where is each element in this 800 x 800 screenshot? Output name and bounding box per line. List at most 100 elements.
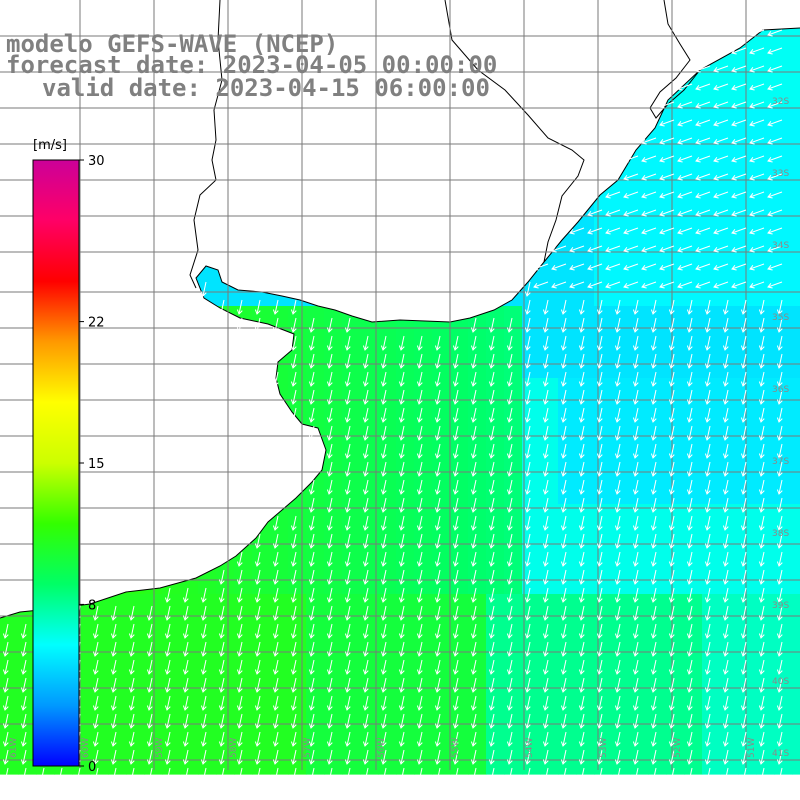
wind-arrow-head bbox=[506, 723, 513, 729]
colorbar-tick-label: 22 bbox=[88, 316, 105, 331]
wind-arrow-head bbox=[182, 705, 189, 711]
wind-arrow bbox=[472, 551, 477, 567]
field-cell bbox=[630, 342, 649, 361]
field-cell bbox=[450, 540, 469, 559]
wind-arrow bbox=[670, 299, 675, 315]
wind-arrow-head bbox=[560, 759, 567, 765]
field-cell bbox=[738, 324, 757, 343]
wind-arrow-head bbox=[506, 741, 513, 747]
wind-arrow bbox=[274, 533, 279, 549]
field-cell bbox=[594, 576, 613, 595]
wind-arrow-head bbox=[92, 723, 99, 729]
field-cell bbox=[612, 684, 631, 703]
field-cell bbox=[774, 414, 793, 433]
wind-arrow bbox=[724, 533, 729, 549]
wind-arrow-head bbox=[470, 363, 477, 369]
wind-arrow bbox=[400, 641, 405, 657]
field-cell bbox=[576, 378, 595, 397]
wind-arrow bbox=[526, 479, 531, 495]
field-cell bbox=[702, 540, 721, 559]
wind-arrow-head bbox=[272, 309, 279, 315]
wind-arrow bbox=[641, 263, 657, 270]
wind-arrow bbox=[472, 605, 477, 621]
wind-arrow-head bbox=[524, 507, 531, 513]
wind-arrow-head bbox=[524, 669, 531, 675]
field-cell bbox=[162, 666, 181, 685]
wind-arrow-head bbox=[182, 723, 189, 729]
field-cell bbox=[630, 738, 649, 757]
wind-arrow bbox=[670, 731, 675, 747]
wind-arrow bbox=[346, 659, 351, 675]
wind-arrow-head bbox=[740, 741, 747, 747]
field-cell bbox=[378, 324, 397, 343]
wind-arrow-head bbox=[560, 651, 567, 657]
wind-arrow bbox=[695, 263, 711, 270]
wind-arrow-head bbox=[713, 210, 719, 217]
wind-arrow-head bbox=[308, 615, 315, 621]
wind-arrow bbox=[598, 299, 603, 315]
field-cell bbox=[738, 396, 757, 415]
field-cell bbox=[684, 360, 703, 379]
field-cell bbox=[756, 648, 775, 667]
wind-arrow-head bbox=[713, 120, 719, 127]
wind-arrow-head bbox=[128, 777, 135, 783]
wind-arrow-head bbox=[272, 633, 279, 639]
wind-arrow bbox=[418, 587, 423, 603]
field-cell bbox=[486, 414, 505, 433]
field-cell bbox=[252, 702, 271, 721]
wind-arrow bbox=[688, 407, 693, 423]
wind-arrow bbox=[292, 641, 297, 657]
wind-arrow-head bbox=[398, 561, 405, 567]
field-cell bbox=[612, 594, 631, 613]
wind-arrow-head bbox=[722, 759, 729, 765]
wind-arrow bbox=[634, 407, 639, 423]
wind-arrow-head bbox=[452, 489, 459, 495]
wind-arrow-head bbox=[776, 507, 783, 513]
field-cell bbox=[594, 738, 613, 757]
wind-arrow bbox=[742, 623, 747, 639]
wind-arrow bbox=[472, 407, 477, 423]
field-cell bbox=[216, 756, 235, 775]
wind-arrow-head bbox=[326, 489, 333, 495]
field-cell bbox=[594, 684, 613, 703]
wind-arrow-head bbox=[668, 543, 675, 549]
wind-arrow-head bbox=[506, 327, 513, 333]
field-cell bbox=[792, 396, 800, 415]
wind-arrow-head bbox=[344, 399, 351, 405]
field-cell bbox=[540, 396, 559, 415]
wind-arrow bbox=[652, 713, 657, 729]
wind-arrow bbox=[328, 335, 333, 351]
field-cell bbox=[576, 396, 595, 415]
field-cell bbox=[756, 576, 775, 595]
wind-arrow-head bbox=[488, 669, 495, 675]
wind-arrow-head bbox=[146, 633, 153, 639]
wind-arrow bbox=[364, 641, 369, 657]
wind-arrow bbox=[760, 569, 765, 585]
field-cell bbox=[558, 522, 577, 541]
wind-arrow bbox=[778, 407, 783, 423]
wind-arrow-head bbox=[686, 525, 693, 531]
wind-arrow bbox=[400, 425, 405, 441]
wind-arrow bbox=[400, 695, 405, 711]
wind-arrow-head bbox=[668, 489, 675, 495]
field-cell bbox=[468, 342, 487, 361]
wind-arrow bbox=[508, 767, 513, 783]
wind-arrow-head bbox=[416, 345, 423, 351]
field-cell bbox=[324, 756, 343, 775]
wind-arrow-head bbox=[632, 561, 639, 567]
wind-arrow bbox=[364, 443, 369, 459]
wind-arrow bbox=[616, 551, 621, 567]
field-cell bbox=[684, 558, 703, 577]
wind-arrow-head bbox=[380, 615, 387, 621]
field-cell bbox=[666, 450, 685, 469]
wind-arrow bbox=[670, 443, 675, 459]
wind-arrow-head bbox=[722, 561, 729, 567]
wind-arrow bbox=[508, 443, 513, 459]
wind-arrow bbox=[436, 695, 441, 711]
wind-arrow bbox=[742, 551, 747, 567]
wind-arrow bbox=[713, 227, 729, 234]
wind-arrow bbox=[544, 515, 549, 531]
wind-arrow bbox=[400, 407, 405, 423]
wind-arrow-head bbox=[560, 669, 567, 675]
field-cell bbox=[162, 720, 181, 739]
